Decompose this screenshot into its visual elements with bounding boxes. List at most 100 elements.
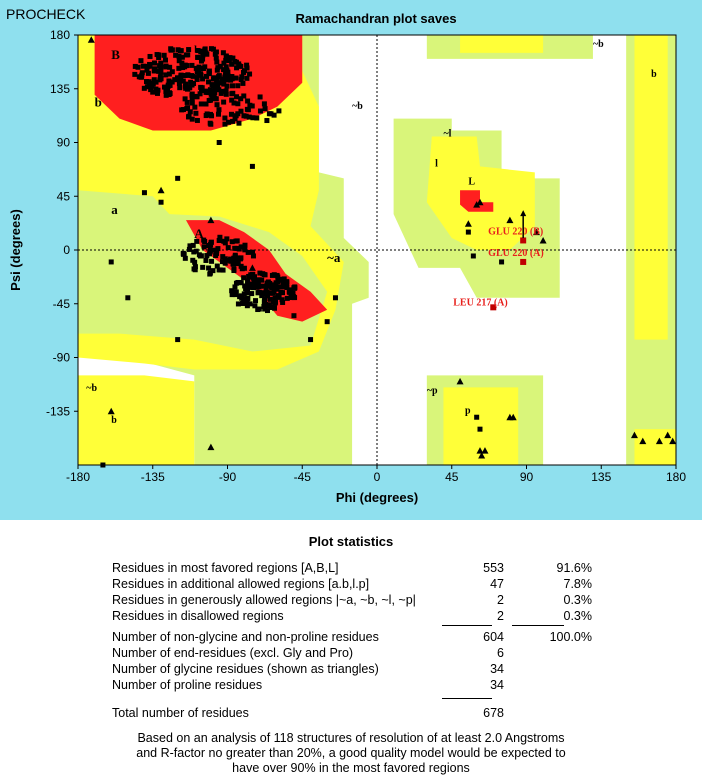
residue-point <box>207 249 213 255</box>
residue-point <box>176 53 182 59</box>
y-tick-label: 45 <box>57 189 71 203</box>
region-label: l <box>435 158 438 169</box>
glycine-point <box>476 447 484 454</box>
glycine-point <box>107 407 115 415</box>
residue-point <box>474 414 480 420</box>
residue-point <box>276 108 282 114</box>
region-label: ~l <box>443 129 451 140</box>
residue-point <box>223 91 229 97</box>
residue-point <box>228 256 234 262</box>
residue-point <box>150 89 156 95</box>
residue-point <box>174 75 180 81</box>
residue-point <box>241 291 247 297</box>
residue-point <box>246 114 252 120</box>
residue-point <box>139 70 145 76</box>
residue-point <box>286 289 292 295</box>
stats-row-count: 678 <box>483 706 504 720</box>
residue-point <box>108 259 114 265</box>
residue-point <box>280 281 286 287</box>
residue-point <box>192 104 198 110</box>
residue-point <box>175 175 181 181</box>
residue-point <box>203 113 209 119</box>
residue-point <box>332 295 338 301</box>
residue-point <box>194 69 200 75</box>
residue-point <box>278 277 284 283</box>
residue-point <box>250 253 256 259</box>
residue-point <box>208 239 214 245</box>
residue-point <box>202 64 208 70</box>
region-label: B <box>111 47 120 62</box>
residue-point <box>212 51 218 57</box>
glycine-point <box>506 216 514 224</box>
residue-point <box>251 285 257 291</box>
note-line: have over 90% in the most favored region… <box>232 761 470 775</box>
residue-point <box>250 271 256 277</box>
residue-point <box>166 83 172 89</box>
residue-point <box>257 270 263 276</box>
residue-point <box>274 286 280 292</box>
residue-point <box>214 59 220 65</box>
glycine-point <box>639 437 647 445</box>
residue-point <box>158 64 164 70</box>
region-label: b <box>111 415 117 426</box>
x-tick-label: 180 <box>666 470 686 484</box>
residue-point <box>238 96 244 102</box>
x-tick-label: 135 <box>591 470 611 484</box>
residue-point <box>249 291 255 297</box>
x-tick-label: 0 <box>374 470 381 484</box>
residue-point <box>249 163 255 169</box>
stats-row-percent: 100.0% <box>549 630 592 644</box>
residue-point <box>222 260 228 266</box>
residue-point <box>221 60 227 66</box>
residue-point <box>281 276 287 282</box>
residue-point <box>157 77 163 83</box>
residue-point <box>209 258 215 264</box>
residue-point <box>212 85 218 91</box>
residue-point <box>189 116 195 122</box>
residue-point <box>203 89 209 95</box>
glycine-point <box>207 216 215 224</box>
residue-point <box>245 249 251 255</box>
residue-point <box>242 283 248 289</box>
glycine-point <box>456 377 464 385</box>
residue-point <box>231 100 237 106</box>
residue-point <box>242 242 248 248</box>
residue-point <box>222 240 228 246</box>
residue-point <box>194 117 200 123</box>
residue-point <box>223 54 229 60</box>
residue-point <box>144 67 150 73</box>
stats-row: Number of end-residues (excl. Gly and Pr… <box>112 646 592 662</box>
residue-point <box>179 60 185 66</box>
residue-point <box>182 73 188 79</box>
glycine-point <box>207 443 215 451</box>
residue-point <box>204 51 210 57</box>
allowed-region <box>634 429 676 465</box>
stats-row-count: 2 <box>497 609 504 623</box>
residue-point <box>228 111 234 117</box>
stats-row-percent: 0.3% <box>563 593 593 607</box>
residue-point <box>262 306 268 312</box>
residue-point <box>235 83 241 89</box>
quality-note: Based on an analysis of 118 structures o… <box>0 731 702 776</box>
residue-point <box>217 234 223 240</box>
y-tick-label: 0 <box>63 243 70 257</box>
outlier-label: GLU 220 (B) <box>488 226 543 237</box>
residue-point <box>224 236 230 242</box>
residue-point <box>168 47 174 53</box>
residue-point <box>232 116 238 122</box>
residue-point <box>259 277 265 283</box>
stats-row-count: 47 <box>490 577 504 591</box>
residue-point <box>230 261 236 267</box>
stats-row-label: Residues in most favored regions [A,B,L] <box>112 561 339 575</box>
residue-point <box>176 65 182 71</box>
stats-row-count: 604 <box>483 630 504 644</box>
residue-point <box>292 295 298 301</box>
residue-point <box>269 285 275 291</box>
residue-point <box>216 111 222 117</box>
stats-row-count: 553 <box>483 561 504 575</box>
residue-point <box>185 72 191 78</box>
residue-point <box>212 90 218 96</box>
region-label: ~b <box>352 101 363 112</box>
residue-point <box>275 279 281 285</box>
residue-point <box>240 80 246 86</box>
